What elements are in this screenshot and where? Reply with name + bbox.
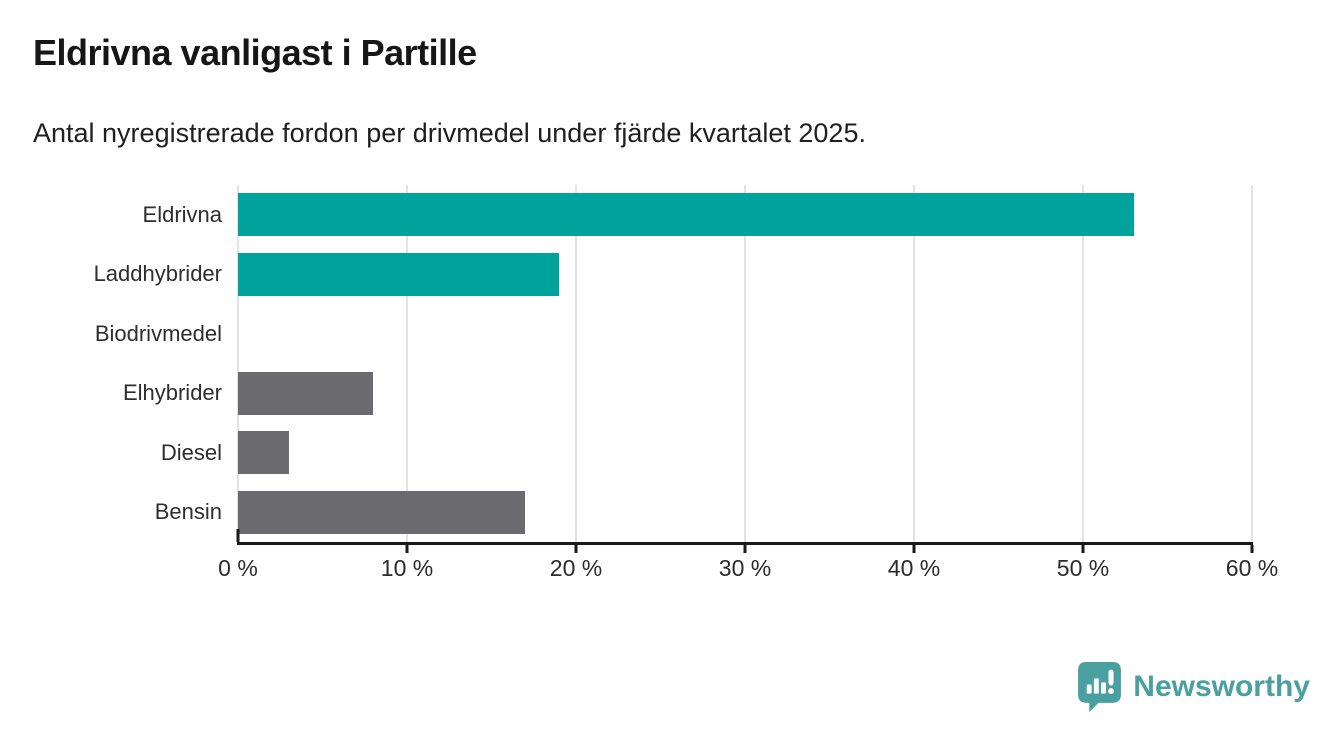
x-tick-label: 30 %	[718, 555, 772, 581]
gridline-50	[1082, 185, 1084, 542]
category-label: Eldrivna	[142, 201, 222, 227]
gridline-20	[575, 185, 577, 542]
bar-row: Bensin	[155, 483, 1252, 543]
gridline-0	[237, 185, 239, 542]
axis-tick-60	[1250, 545, 1254, 553]
page-subtitle: Antal nyregistrerade fordon per drivmede…	[33, 118, 866, 148]
bar-row: Laddhybrider	[94, 245, 1252, 305]
page-title: Eldrivna vanligast i Partille	[33, 32, 477, 73]
brand-footer: Newsworthy	[1077, 661, 1310, 712]
bar-row: Biodrivmedel	[95, 304, 1252, 364]
axis-tick-30	[743, 545, 747, 553]
bar	[238, 252, 560, 296]
bar-row: Eldrivna	[143, 185, 1252, 245]
x-tick-label: 10 %	[380, 555, 434, 581]
bar-rows-container: Eldrivna Laddhybrider Biodrivmedel Elhybrid…	[94, 185, 1252, 543]
axis-tick-40	[912, 545, 916, 553]
axis-tick-10	[405, 545, 409, 553]
category-label: Diesel	[160, 439, 222, 465]
bar	[238, 490, 526, 534]
category-label: Biodrivmedel	[94, 320, 222, 346]
category-label: Bensin	[154, 499, 222, 525]
bar-row: Elhybrider	[123, 364, 1252, 424]
gridline-40	[913, 185, 915, 542]
axis-tick-50	[1081, 545, 1085, 553]
x-tick-label: 50 %	[1056, 555, 1110, 581]
brand-name: Newsworthy	[1133, 669, 1310, 703]
newsworthy-logo-icon	[1078, 662, 1122, 712]
x-tick-label: 20 %	[549, 555, 603, 581]
category-label: Laddhybrider	[93, 261, 222, 287]
bar-row: Diesel	[161, 423, 1252, 483]
gridline-10	[406, 185, 408, 542]
plot-area: Eldrivna Laddhybrider Biodrivmedel Elhybrid…	[94, 185, 1278, 581]
bar	[238, 193, 1134, 237]
x-tick-label: 60 %	[1225, 555, 1279, 581]
x-tick-label: 40 %	[887, 555, 941, 581]
x-axis-line	[237, 542, 1253, 545]
gridline-30	[744, 185, 746, 542]
category-label: Elhybrider	[122, 380, 222, 406]
bar	[238, 431, 289, 475]
axis-tick-20	[574, 545, 578, 553]
bar	[238, 371, 374, 415]
axis-tick-0	[236, 529, 240, 542]
gridline-60	[1251, 185, 1253, 542]
x-tick-label: 0 %	[218, 555, 258, 581]
